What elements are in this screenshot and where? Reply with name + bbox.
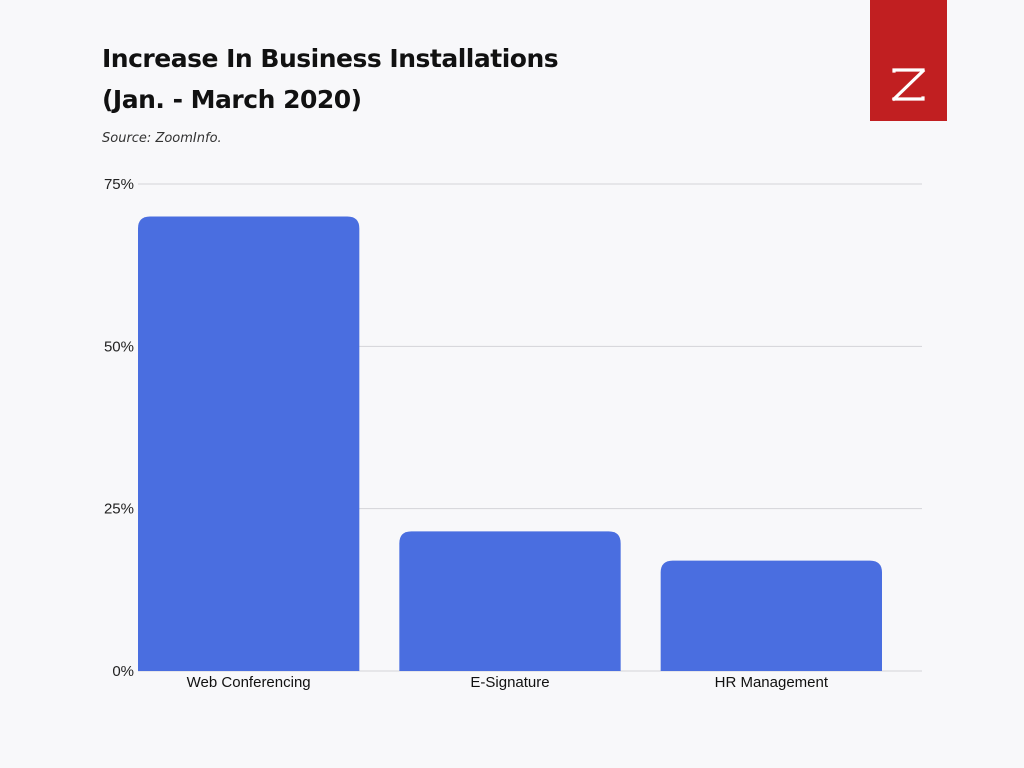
chart-title-line-1: Increase In Business Installations [102,44,559,73]
zoominfo-logo [870,0,947,121]
y-tick-label-0: 0% [112,663,134,680]
bar-2 [399,531,621,671]
x-category-label-3: HR Management [715,674,829,691]
bar-3 [660,560,882,671]
chart-title: Increase In Business Installations (Jan.… [102,38,559,120]
y-tick-label-3: 75% [104,176,134,193]
y-tick-label-2: 50% [104,338,134,355]
x-category-label-2: E-Signature [470,674,549,691]
chart-title-line-2: (Jan. - March 2020) [102,85,362,114]
source-note: Source: ZoomInfo. [102,131,222,146]
bar-1 [138,216,360,671]
x-category-label-1: Web Conferencing [187,674,311,691]
y-tick-label-1: 25% [104,501,134,518]
zoominfo-z-logo-icon [891,68,926,102]
